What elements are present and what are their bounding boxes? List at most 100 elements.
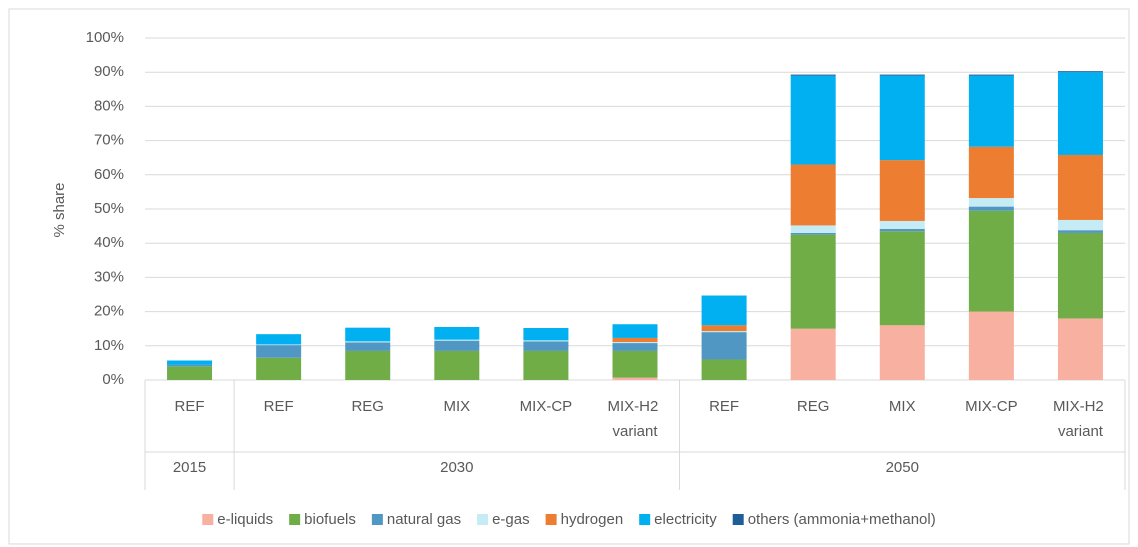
bar-segment bbox=[167, 360, 213, 365]
bar-segment bbox=[879, 228, 925, 232]
x-tick-label: MIX bbox=[443, 398, 470, 415]
bar-segment bbox=[701, 332, 747, 360]
bar-segment bbox=[790, 328, 836, 380]
y-tick-label: 50% bbox=[94, 200, 124, 217]
bar-segment bbox=[968, 311, 1014, 380]
x-tick-label: MIX-CP bbox=[520, 398, 573, 415]
legend-swatch bbox=[545, 514, 557, 525]
bar-segment bbox=[434, 340, 480, 351]
y-tick-label: 80% bbox=[94, 97, 124, 114]
bar-segment bbox=[345, 327, 391, 342]
bar-segment bbox=[1057, 230, 1103, 233]
bar-segment bbox=[1057, 154, 1103, 220]
bar-segment bbox=[612, 342, 658, 344]
bar-segment bbox=[167, 366, 213, 380]
bar-segment bbox=[434, 339, 480, 341]
legend-swatch bbox=[289, 514, 301, 525]
legend-label: e-gas bbox=[492, 511, 530, 528]
bar-segment bbox=[1057, 71, 1103, 73]
bar-segment bbox=[968, 74, 1014, 76]
legend-swatch bbox=[371, 514, 383, 525]
bar-segment bbox=[345, 342, 391, 351]
y-axis-label: % share bbox=[51, 182, 68, 237]
bar-segment bbox=[701, 295, 747, 326]
bar-segment bbox=[523, 340, 569, 342]
y-tick-label: 100% bbox=[86, 29, 124, 46]
bar-segment bbox=[523, 350, 569, 380]
bar-segment bbox=[790, 234, 836, 329]
bar-segment bbox=[879, 160, 925, 221]
legend-label: electricity bbox=[654, 511, 717, 528]
bar-segment bbox=[1057, 232, 1103, 319]
legend-swatch bbox=[639, 514, 651, 525]
bar-segment bbox=[968, 146, 1014, 199]
bar-segment bbox=[256, 357, 302, 380]
x-tick-label: MIX-H2 variant bbox=[607, 398, 662, 440]
x-tick-label: REG bbox=[797, 398, 830, 415]
y-tick-label: 30% bbox=[94, 268, 124, 285]
bar-segment bbox=[345, 341, 391, 343]
legend: e-liquids biofuels natural gas e-gas hydroge… bbox=[202, 511, 936, 528]
bar-segment bbox=[968, 198, 1014, 207]
bar-segment bbox=[968, 210, 1014, 312]
bar-segment bbox=[879, 74, 925, 76]
bar-segment bbox=[879, 231, 925, 326]
x-tick-label: MIX bbox=[889, 398, 916, 415]
bar-segment bbox=[612, 337, 658, 343]
bar-segment bbox=[1057, 219, 1103, 231]
bar-segment bbox=[345, 350, 391, 380]
chart-border bbox=[8, 8, 1130, 545]
bar-segment bbox=[790, 225, 836, 233]
bar-segment bbox=[256, 345, 302, 358]
bar-segment bbox=[612, 343, 658, 351]
bar-segment bbox=[701, 331, 747, 333]
legend-label: e-liquids bbox=[217, 511, 273, 528]
bar-segment bbox=[612, 350, 658, 378]
bar-segment bbox=[1057, 318, 1103, 380]
y-tick-label: 20% bbox=[94, 303, 124, 320]
bar-segment bbox=[701, 325, 747, 332]
bar-segment bbox=[701, 359, 747, 380]
bar-segment bbox=[968, 206, 1014, 211]
x-tick-label: MIX-CP bbox=[965, 398, 1018, 415]
bar-segment bbox=[167, 364, 213, 367]
bar-segment bbox=[790, 164, 836, 226]
x-tick-label: REG bbox=[351, 398, 384, 415]
bar-segment bbox=[434, 350, 480, 380]
bar-segment bbox=[790, 232, 836, 235]
legend-label: others (ammonia+methanol) bbox=[748, 511, 936, 528]
legend-label: biofuels bbox=[304, 511, 356, 528]
legend-label: hydrogen bbox=[561, 511, 624, 528]
y-tick-label: 70% bbox=[94, 132, 124, 149]
bar-segment bbox=[612, 324, 658, 338]
bar-segment bbox=[256, 334, 302, 345]
y-tick-label: 0% bbox=[102, 371, 124, 388]
bar-segment bbox=[790, 74, 836, 76]
legend-swatch bbox=[477, 514, 489, 525]
x-tick-label: MIX-H2 variant bbox=[1053, 398, 1108, 440]
y-tick-label: 40% bbox=[94, 234, 124, 251]
y-tick-label: 10% bbox=[94, 337, 124, 354]
bar-segment bbox=[1057, 72, 1103, 155]
legend-swatch bbox=[202, 514, 214, 525]
bar-segment bbox=[879, 325, 925, 380]
bar-segment bbox=[434, 326, 480, 340]
bar-segment bbox=[879, 75, 925, 161]
bar-segment bbox=[968, 75, 1014, 147]
y-tick-label: 60% bbox=[94, 166, 124, 183]
x-tick-label: REF bbox=[709, 398, 739, 415]
group-label: 2030 bbox=[440, 459, 473, 476]
x-tick-label: REF bbox=[175, 398, 205, 415]
group-label: 2050 bbox=[886, 459, 919, 476]
legend-swatch bbox=[732, 514, 744, 525]
bar-segment bbox=[523, 341, 569, 351]
group-label: 2015 bbox=[173, 459, 206, 476]
bar-segment bbox=[523, 328, 569, 341]
bar-segment bbox=[256, 344, 302, 346]
bar-segment bbox=[790, 75, 836, 165]
bar-segment bbox=[879, 220, 925, 229]
y-tick-label: 90% bbox=[94, 63, 124, 80]
x-tick-label: REF bbox=[264, 398, 294, 415]
legend-label: natural gas bbox=[387, 511, 461, 528]
